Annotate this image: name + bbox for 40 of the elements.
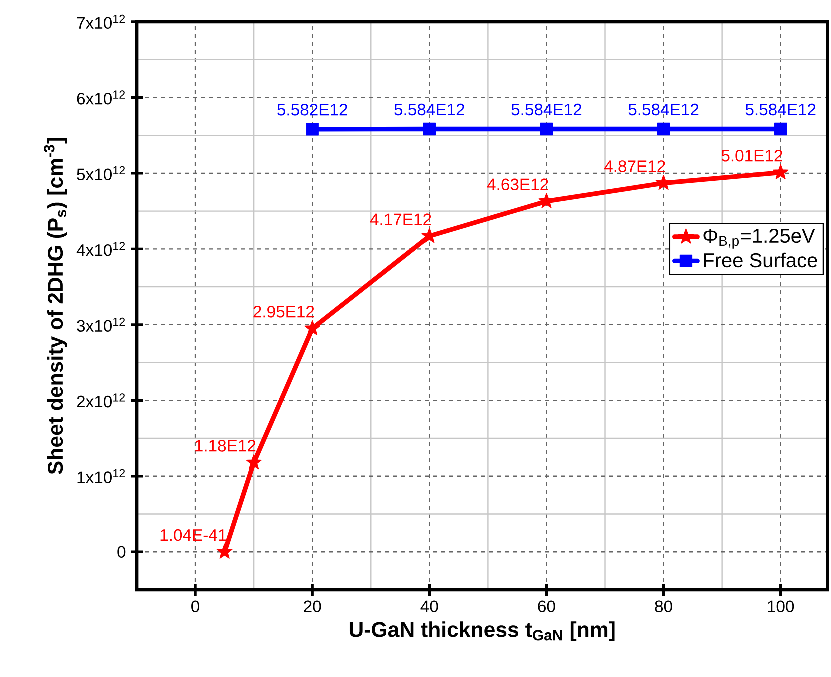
legend-label: Φ$_{B,p}$=1.25eV [704, 228, 816, 249]
data-label: 4.87E12 [604, 160, 666, 172]
point [423, 122, 436, 136]
point [306, 123, 319, 136]
data-label: 5.584E12 [512, 104, 582, 116]
data-label: 5.584E12 [628, 104, 699, 116]
data-label: 5.584E12 [746, 104, 816, 116]
x-tick-label: 100 [768, 600, 794, 612]
y-tick-label: 5x10$^{12}$ [77, 166, 126, 181]
data-label: 1.04E-41 [160, 529, 226, 542]
data-label: 2.95E12 [254, 306, 314, 318]
point [656, 174, 672, 190]
point [304, 320, 321, 336]
data-label: 5.584E12 [394, 104, 464, 116]
legend-label: Free Surface [704, 252, 818, 268]
point [774, 122, 788, 136]
y-tick-label: 1x10$^{12}$ [78, 469, 126, 484]
point [772, 164, 789, 180]
x-tick-label: 40 [420, 600, 438, 612]
y-tick-label: 4x10$^{12}$ [76, 242, 126, 256]
data-label: 4.17E12 [370, 214, 432, 226]
y-tick-label: 2x10$^{12}$ [77, 394, 126, 408]
x-tick-label: 60 [538, 600, 556, 612]
y-tick-label: 0 [118, 546, 126, 558]
point [246, 454, 262, 470]
x-tick-label: 80 [655, 600, 672, 612]
x-tick-label: 0 [192, 600, 200, 612]
y-tick-label: 7x10$^{12}$ [77, 14, 126, 30]
point [216, 544, 233, 559]
x-tick-label: 20 [304, 600, 322, 612]
point [657, 122, 670, 136]
y-axis-title: Sheet density of 2DHG (P$_{s}$) [cm$^{-3}$] [44, 138, 68, 474]
y-tick-label: 3x10$^{12}$ [77, 318, 126, 332]
data-label: 1.18E12 [196, 440, 256, 452]
data-label: 4.63E12 [487, 178, 548, 191]
point [540, 122, 554, 136]
data-label: 5.01E12 [722, 150, 782, 162]
data-label: 5.582E12 [278, 104, 348, 116]
y-tick-label: 6x10$^{12}$ [77, 90, 126, 105]
x-axis-title: U-GaN thickness t$_{GaN}$ [nm] [350, 622, 615, 642]
